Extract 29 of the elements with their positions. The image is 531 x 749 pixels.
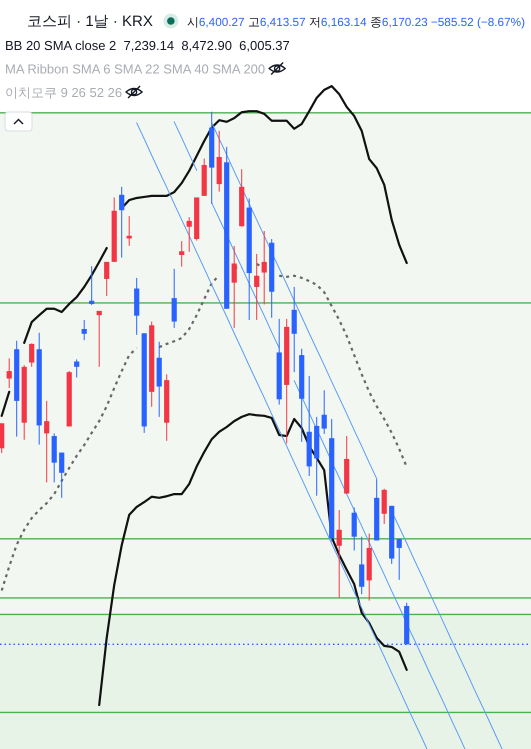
- candlestick: [96, 310, 102, 368]
- text: BB 20 SMA close 2 7,239.14 8,472.90 6,005.37: [5, 38, 290, 53]
- candlestick: [44, 400, 50, 483]
- candlestick: [119, 186, 124, 258]
- candlestick: [359, 536, 364, 595]
- candlestick: [6, 358, 12, 389]
- candlestick: [179, 240, 184, 268]
- candlestick: [382, 488, 387, 524]
- candlestick: [352, 506, 357, 552]
- candlestick: [262, 230, 267, 305]
- candlestick: [89, 266, 94, 306]
- candlestick: [29, 342, 34, 368]
- candlestick: [59, 452, 64, 498]
- candlestick: [254, 253, 260, 320]
- candlestick: [74, 358, 80, 378]
- chart-subtitle: 시6,400.27 고6,413.57 저6,163.14 종6,170.23 −585.52 (−8.67%): [186, 16, 526, 29]
- candlestick: [82, 319, 87, 341]
- chart-title: 코스피 · 1날 · KRX: [27, 13, 153, 30]
- candlestick: [232, 245, 237, 328]
- candlestick: [292, 286, 297, 373]
- candlestick: [322, 390, 327, 434]
- candlestick: [104, 261, 110, 296]
- candlestick: [172, 268, 177, 328]
- candlestick: [126, 216, 132, 246]
- text: MA Ribbon SMA 6 SMA 22 SMA 40 SMA 200: [5, 62, 266, 76]
- text: 이치모쿠 9 26 52 26: [5, 85, 122, 100]
- candlestick: [336, 510, 342, 598]
- candlestick: [186, 216, 192, 252]
- candlestick: [396, 538, 402, 580]
